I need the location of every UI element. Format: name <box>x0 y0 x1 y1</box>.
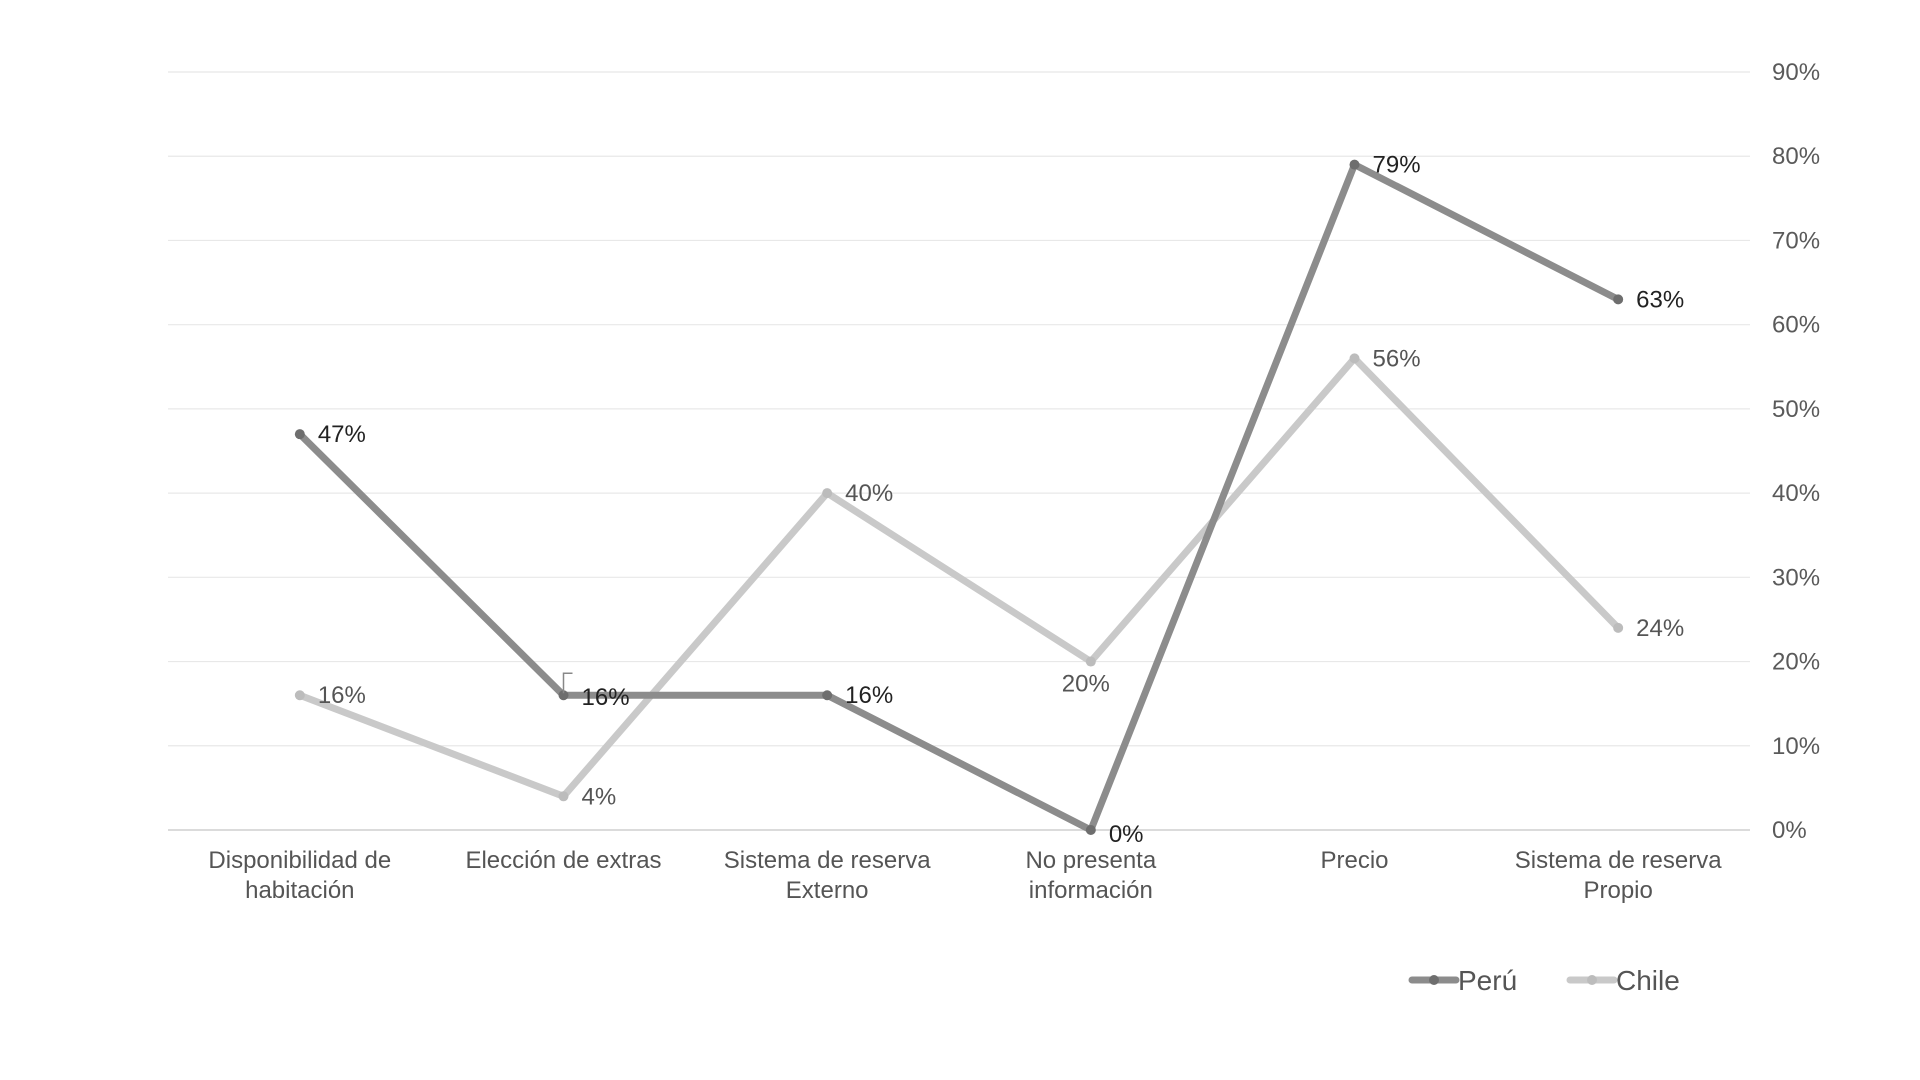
x-tick-label: Sistema de reserva Propio <box>1515 847 1722 904</box>
legend: Perú Chile <box>1408 965 1680 996</box>
y-tick-label: 60% <box>1772 312 1820 339</box>
y-tick-label: 80% <box>1772 143 1820 170</box>
data-label: 40% <box>845 480 893 507</box>
data-labels: 47% 16% 16% 0% 79% 63% 16% 4% 40% 20% 56% 24% <box>318 152 1684 848</box>
data-point <box>294 429 305 440</box>
x-tick-label-line: Sistema de reserva <box>724 847 931 874</box>
x-tick-label: Sistema de reserva Externo <box>724 847 931 904</box>
label-leader-line <box>562 672 573 694</box>
x-tick-label-line: información <box>1029 877 1153 904</box>
data-point <box>1613 622 1624 633</box>
y-axis-ticks: 0% 10% 20% 30% 40% 50% 60% 70% 80% 90% <box>1772 59 1820 844</box>
data-label: 16% <box>582 684 630 711</box>
y-tick-label: 20% <box>1772 649 1820 676</box>
data-label: 47% <box>318 421 366 448</box>
data-label: 79% <box>1373 152 1421 179</box>
data-label: 56% <box>1373 345 1421 372</box>
x-tick-label-line: Propio <box>1583 877 1652 904</box>
data-point <box>294 690 305 701</box>
gridlines <box>168 71 1750 831</box>
x-tick-label: Elección de extras <box>465 847 661 874</box>
x-tick-label-line: habitación <box>245 877 354 904</box>
x-tick-label: Disponibilidad de habitación <box>208 847 391 904</box>
data-label: 16% <box>318 682 366 709</box>
legend-marker-icon <box>1429 975 1439 985</box>
y-tick-label: 0% <box>1772 817 1807 844</box>
x-tick-label-line: No presenta <box>1025 847 1156 874</box>
data-point <box>1349 159 1360 170</box>
data-point <box>822 690 833 701</box>
x-tick-label-line: Sistema de reserva <box>1515 847 1722 874</box>
x-tick-label: No presenta información <box>1025 847 1156 904</box>
data-label: 4% <box>582 783 617 810</box>
y-tick-label: 40% <box>1772 480 1820 507</box>
data-point <box>558 690 569 701</box>
legend-marker-icon <box>1587 975 1597 985</box>
y-tick-label: 90% <box>1772 59 1820 86</box>
data-point <box>1613 294 1624 305</box>
data-point <box>1085 656 1096 667</box>
y-tick-label: 30% <box>1772 564 1820 591</box>
series-lines <box>296 161 1622 834</box>
x-tick-label-line: Disponibilidad de <box>208 847 391 874</box>
x-tick-label-line: Precio <box>1320 847 1388 874</box>
data-label: 24% <box>1636 615 1684 642</box>
x-axis-ticks: Disponibilidad de habitación Elección de e… <box>208 847 1722 904</box>
y-tick-label: 50% <box>1772 396 1820 423</box>
y-tick-label: 10% <box>1772 733 1820 760</box>
data-label: 16% <box>845 682 893 709</box>
data-point <box>1349 353 1360 364</box>
x-tick-label-line: Externo <box>786 877 869 904</box>
legend-label: Chile <box>1616 965 1680 996</box>
series-markers <box>294 159 1624 835</box>
x-tick-label-line: Elección de extras <box>465 847 661 874</box>
data-point <box>1085 825 1096 835</box>
legend-label: Perú <box>1458 965 1517 996</box>
data-label: 0% <box>1109 821 1144 848</box>
data-label: 63% <box>1636 286 1684 313</box>
data-point <box>822 488 833 499</box>
data-point <box>558 791 569 802</box>
y-tick-label: 70% <box>1772 227 1820 254</box>
x-tick-label: Precio <box>1320 847 1388 874</box>
data-label: 20% <box>1062 671 1110 698</box>
series-line-chile <box>296 354 1622 800</box>
series-line-peru <box>296 161 1622 834</box>
